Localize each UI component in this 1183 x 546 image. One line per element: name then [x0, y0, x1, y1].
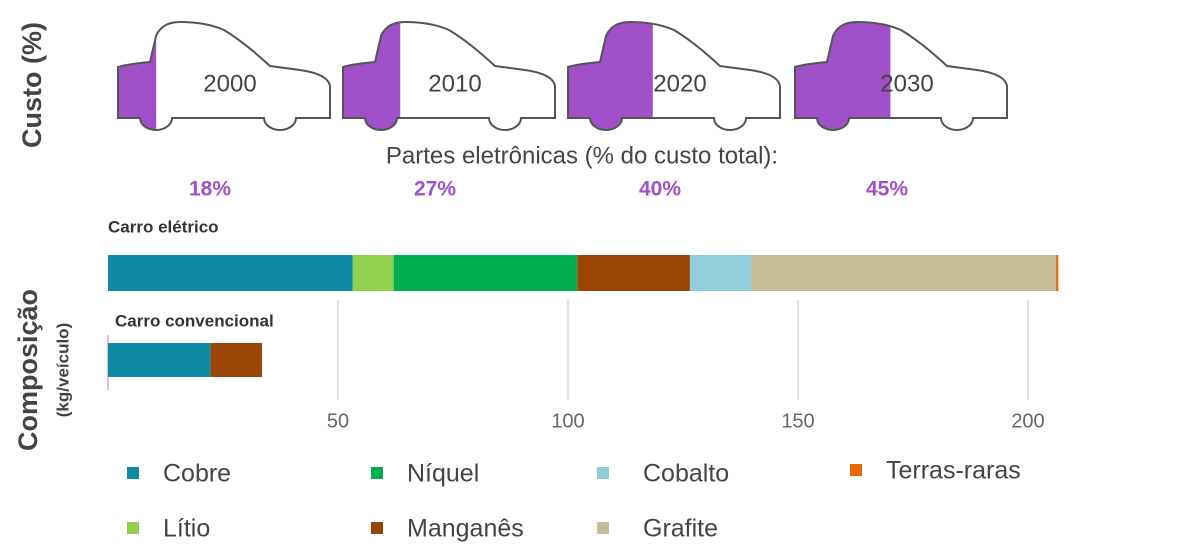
bar-segment [210, 343, 263, 377]
legend-swatch [371, 522, 383, 534]
x-tick-label: 100 [551, 410, 584, 432]
legend-label: Cobre [163, 460, 231, 488]
legend-swatch [597, 522, 609, 534]
legend-swatch [850, 464, 862, 476]
x-tick-label: 50 [327, 410, 349, 432]
percent-label: 45% [866, 178, 908, 201]
bar-segment [108, 343, 211, 377]
category-label: Carro convencional [115, 311, 274, 330]
subtitle: Partes eletrônicas (% do custo total): [386, 142, 778, 169]
year-label: 2010 [428, 70, 481, 97]
car-outline [567, 20, 781, 131]
percent-label: 27% [414, 178, 456, 201]
year-label: 2000 [203, 70, 256, 97]
percent-label: 18% [189, 178, 231, 201]
bar-segment [751, 255, 1057, 291]
legend-swatch [127, 522, 139, 534]
percent-label: 40% [639, 178, 681, 201]
legend-label: Níquel [407, 460, 479, 488]
legend-label: Cobalto [643, 460, 729, 488]
legend-label: Manganês [407, 515, 524, 543]
car-fill [568, 22, 653, 130]
car-fill [343, 22, 401, 130]
cost-axis-label: Custo (%) [17, 22, 47, 148]
bar-segment [577, 255, 690, 291]
bar-segment [352, 255, 394, 291]
year-label: 2020 [653, 70, 706, 97]
category-label: Carro elétrico [108, 217, 219, 236]
car-fill [118, 22, 157, 130]
car-outline [117, 20, 331, 131]
year-label: 2030 [880, 70, 933, 97]
bar-segment [689, 255, 752, 291]
legend-swatch [597, 467, 609, 479]
car-outline [342, 20, 556, 131]
car-outline [794, 20, 1008, 131]
x-tick-label: 150 [781, 410, 814, 432]
bar-segment [1056, 255, 1059, 291]
legend-label: Terras-raras [886, 457, 1021, 485]
car-fill [795, 22, 891, 130]
x-tick-label: 200 [1011, 410, 1044, 432]
legend-swatch [371, 467, 383, 479]
legend-swatch [127, 467, 139, 479]
bar-segment [108, 255, 353, 291]
composition-axis-label: Composição [13, 289, 43, 451]
bar-segment [393, 255, 578, 291]
composition-unit-label: (kg/veículo) [53, 323, 72, 417]
legend-label: Lítio [163, 515, 210, 543]
legend-label: Grafite [643, 515, 718, 543]
